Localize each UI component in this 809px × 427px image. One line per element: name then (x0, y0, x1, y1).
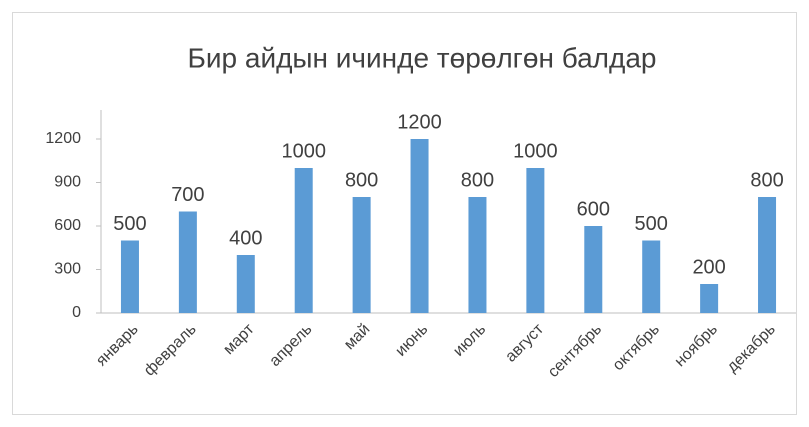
data-label: 800 (461, 169, 494, 191)
data-label: 1000 (513, 140, 558, 162)
bar (526, 168, 545, 313)
y-tick-label: 1200 (45, 130, 81, 147)
bar (294, 168, 313, 313)
y-tick-label: 600 (54, 217, 81, 234)
bar (236, 255, 255, 313)
data-label: 700 (171, 184, 204, 206)
bar (584, 226, 603, 313)
y-tick-label: 0 (72, 304, 81, 321)
bar (700, 284, 719, 313)
data-label: 500 (635, 213, 668, 235)
data-label: 800 (750, 169, 783, 191)
data-label: 200 (692, 256, 725, 278)
data-label: 1200 (397, 111, 442, 133)
bar (178, 211, 197, 313)
data-label: 400 (229, 227, 262, 249)
y-tick-label: 900 (54, 174, 81, 191)
bar (642, 240, 661, 313)
chart-title: Бир айдын ичинде төрөлгөн балдар (188, 42, 657, 73)
bar (410, 139, 429, 313)
y-tick-label: 300 (54, 261, 81, 278)
bar (352, 197, 371, 313)
bar (468, 197, 487, 313)
bar (120, 240, 139, 313)
data-label: 800 (345, 169, 378, 191)
chart-border (12, 12, 797, 415)
data-label: 600 (577, 198, 610, 220)
bar (758, 197, 777, 313)
data-label: 500 (113, 213, 146, 235)
data-label: 1000 (281, 140, 326, 162)
